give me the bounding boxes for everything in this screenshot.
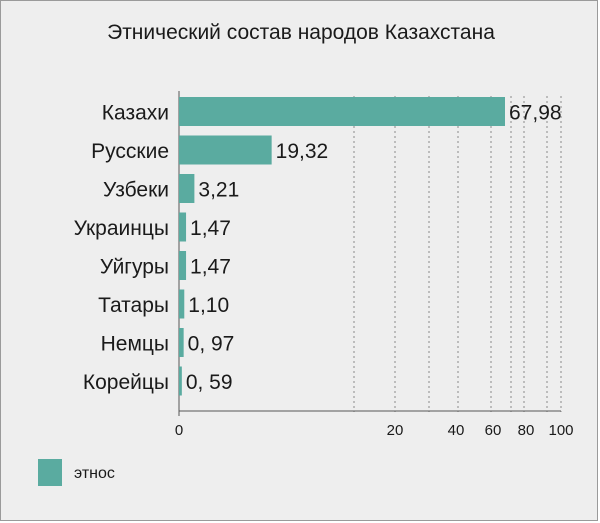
x-axis: 0 20 40 60 80 100: [175, 91, 574, 439]
bar: [179, 366, 182, 396]
bar: [179, 289, 185, 319]
x-tick-label: 40: [448, 422, 465, 439]
category-label: Немцы: [101, 333, 169, 356]
x-tick-label: 80: [518, 422, 535, 439]
category-label: Узбеки: [103, 179, 169, 202]
bar: [179, 251, 187, 280]
data-label: 1,47: [190, 256, 231, 279]
bar: [179, 97, 505, 126]
x-tick-label: 100: [548, 422, 573, 439]
category-label: Уйгуры: [100, 256, 169, 279]
legend: этнос: [38, 459, 115, 486]
category-label: Русские: [91, 140, 169, 163]
bar: [179, 174, 195, 203]
category-label: Корейцы: [83, 371, 169, 394]
category-label: Казахи: [102, 102, 169, 125]
data-label: 1,47: [190, 217, 231, 240]
x-tick-label: 0: [175, 422, 183, 439]
bar: [179, 328, 184, 357]
data-label: 0, 59: [186, 371, 233, 394]
data-label: 67,98: [509, 102, 562, 125]
legend-label: этнос: [74, 465, 115, 482]
data-label: 3,21: [198, 179, 239, 202]
grid: [353, 96, 562, 412]
x-tick-label: 60: [485, 422, 502, 439]
category-label: Татары: [98, 294, 169, 317]
bar: [179, 212, 187, 242]
legend-swatch: [38, 459, 62, 486]
data-label: 19,32: [276, 140, 329, 163]
bar: [179, 135, 272, 165]
chart-title: Этнический состав народов Казахстана: [107, 21, 495, 44]
bars: Казахи 67,98 Русские 19,32 Узбеки 3,21 Украинц…: [74, 97, 562, 396]
data-label: 1,10: [188, 294, 229, 317]
x-tick-label: 20: [387, 422, 404, 439]
data-label: 0, 97: [188, 333, 235, 356]
category-label: Украинцы: [74, 217, 169, 240]
